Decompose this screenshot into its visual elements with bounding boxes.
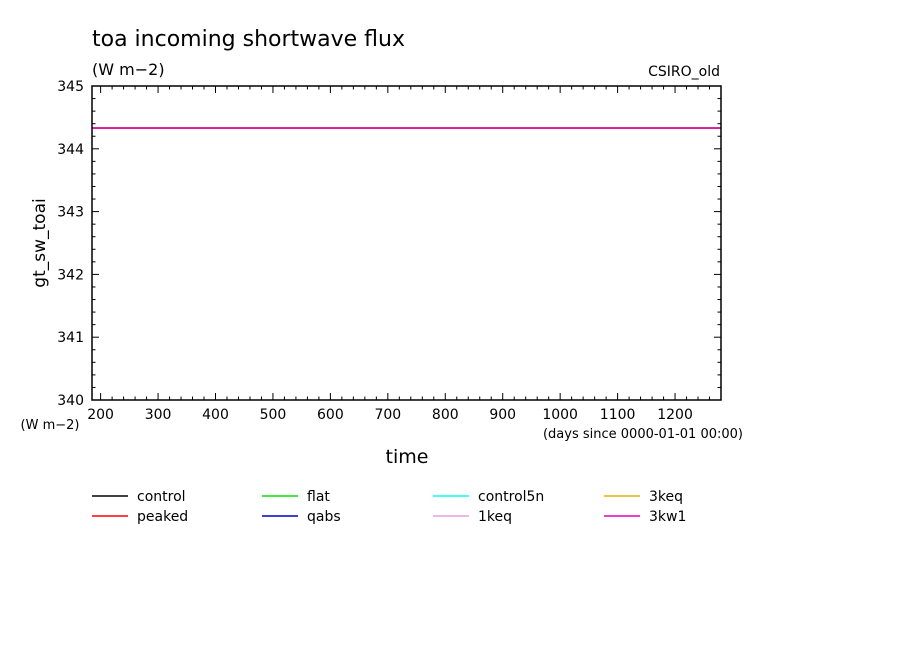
x-tick-label: 800 — [432, 407, 459, 423]
y-axis-units: (W m−2) — [21, 418, 80, 433]
legend-label-flat: flat — [307, 489, 330, 505]
ticks-layer — [92, 85, 722, 401]
y-tick-label: 340 — [57, 393, 84, 409]
x-tick-label: 1000 — [542, 407, 578, 423]
y-tick-label: 345 — [57, 79, 84, 95]
chart-subtitle: (W m−2) — [92, 60, 165, 79]
chart-title: toa incoming shortwave flux — [92, 27, 405, 52]
y-axis-label: gt_sw_toai — [30, 198, 50, 287]
y-tick-label: 343 — [57, 205, 84, 221]
legend-label-control: control — [137, 489, 186, 505]
x-axis-label: time — [386, 446, 429, 468]
y-tick-label: 341 — [57, 330, 84, 346]
legend-label-1keq: 1keq — [478, 509, 512, 525]
tick-labels: 200 300 400 500 600 700 800 900 1000 1100 1200 340 3… — [57, 79, 693, 423]
x-tick-label: 500 — [260, 407, 287, 423]
legend-label-qabs: qabs — [307, 509, 341, 525]
plot-frame — [91, 85, 722, 401]
legend-label-peaked: peaked — [137, 509, 188, 525]
legend-label-3kw1: 3kw1 — [649, 509, 686, 525]
y-tick-label: 344 — [57, 142, 84, 158]
x-tick-label: 200 — [87, 407, 114, 423]
y-tick-label: 342 — [57, 267, 84, 283]
x-tick-label: 900 — [489, 407, 516, 423]
x-tick-label: 600 — [317, 407, 344, 423]
legend: control peaked flat qabs control5n 1keq 3keq 3k… — [92, 489, 686, 525]
x-tick-label: 700 — [374, 407, 401, 423]
x-tick-label: 1200 — [657, 407, 693, 423]
x-axis-units: (days since 0000-01-01 00:00) — [543, 427, 743, 442]
x-tick-label: 1100 — [600, 407, 636, 423]
legend-label-control5n: control5n — [478, 489, 544, 505]
model-label: CSIRO_old — [648, 64, 720, 80]
x-tick-label: 400 — [202, 407, 229, 423]
legend-label-3keq: 3keq — [649, 489, 683, 505]
x-tick-label: 300 — [145, 407, 172, 423]
